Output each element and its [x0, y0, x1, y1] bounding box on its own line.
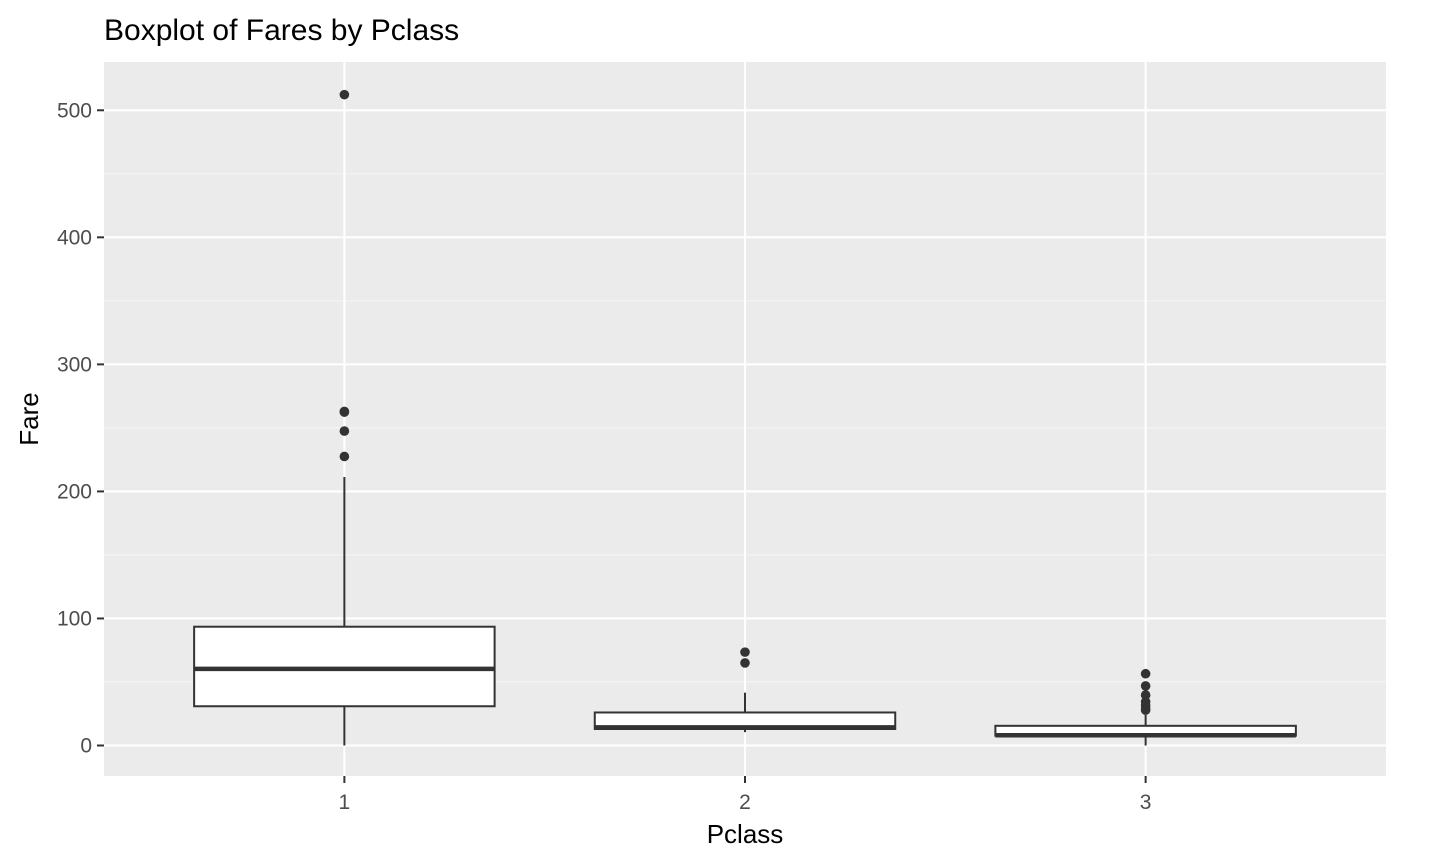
y-tick-label: 300 [57, 353, 92, 376]
y-tick-label: 400 [57, 226, 92, 249]
x-axis-title: Pclass [707, 819, 784, 849]
y-tick-label: 0 [80, 735, 92, 758]
grid-major [104, 62, 1386, 776]
outlier-point [339, 426, 350, 436]
x-axis: 1 2 3 [339, 776, 1152, 814]
y-axis: 0 100 200 300 400 500 [57, 99, 104, 758]
box-iqr [193, 625, 496, 708]
outlier-point [1140, 690, 1151, 700]
outlier-point [1140, 705, 1151, 715]
x-tick-label: 3 [1140, 791, 1152, 814]
chart-title: Boxplot of Fares by Pclass [104, 14, 459, 47]
outliers-layer [339, 89, 1151, 715]
y-tick-label: 500 [57, 99, 92, 122]
boxes-layer [193, 477, 1297, 746]
outlier-point [339, 451, 350, 462]
outlier-point [740, 658, 750, 668]
x-tick-label: 1 [339, 791, 351, 814]
outlier-point [740, 647, 750, 657]
outlier-point [339, 89, 350, 100]
y-axis-title: Fare [14, 392, 44, 445]
outlier-point [1140, 681, 1151, 691]
x-tick-label: 2 [739, 791, 751, 814]
outlier-point [339, 407, 350, 417]
y-tick-label: 100 [57, 607, 92, 630]
y-tick-label: 200 [57, 480, 92, 503]
outlier-point [1140, 668, 1151, 679]
